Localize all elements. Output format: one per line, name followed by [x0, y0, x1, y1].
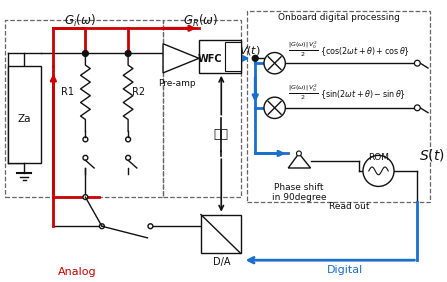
Circle shape	[125, 50, 131, 56]
Polygon shape	[288, 153, 311, 168]
Text: $\frac{|G(\omega)|\,V_0^2}{2}$: $\frac{|G(\omega)|\,V_0^2}{2}$	[288, 83, 318, 102]
Bar	[5, 21, 163, 197]
Circle shape	[253, 56, 258, 61]
Circle shape	[264, 97, 285, 118]
Text: A/D: A/D	[225, 54, 241, 63]
Text: $\{\sin(2\omega t+\theta)-\sin\theta\}$: $\{\sin(2\omega t+\theta)-\sin\theta\}$	[320, 89, 406, 101]
Text: R1: R1	[61, 87, 74, 97]
Text: $S(t)$: $S(t)$	[419, 147, 445, 163]
Circle shape	[296, 151, 301, 156]
Bar	[201, 215, 240, 254]
Circle shape	[414, 60, 420, 66]
Text: Analog: Analog	[58, 267, 97, 277]
Text: WFC: WFC	[197, 54, 222, 65]
Text: Read out: Read out	[329, 202, 370, 211]
Bar	[248, 11, 430, 202]
Bar	[199, 40, 240, 73]
Text: $G_i(\omega)$: $G_i(\omega)$	[63, 13, 96, 29]
Circle shape	[363, 155, 394, 186]
Text: Onboard digital processing: Onboard digital processing	[278, 13, 400, 22]
Text: Za: Za	[17, 114, 31, 124]
Circle shape	[148, 224, 153, 229]
Bar	[225, 42, 240, 71]
Text: Phase shift
in 90degree: Phase shift in 90degree	[272, 182, 326, 202]
Circle shape	[100, 224, 104, 229]
Bar	[163, 21, 240, 197]
Text: 同期: 同期	[214, 127, 229, 140]
Text: D/A: D/A	[212, 257, 230, 267]
Text: Digital: Digital	[326, 265, 363, 275]
Text: Pre-amp: Pre-amp	[158, 79, 195, 88]
Circle shape	[264, 52, 285, 74]
Circle shape	[83, 195, 88, 200]
Polygon shape	[163, 44, 199, 73]
Text: $G_R(\omega)$: $G_R(\omega)$	[183, 13, 219, 29]
Bar	[8, 66, 41, 163]
Circle shape	[83, 50, 89, 56]
Text: R2: R2	[132, 87, 145, 97]
Text: $\{\cos(2\omega t+\theta)+\cos\theta\}$: $\{\cos(2\omega t+\theta)+\cos\theta\}$	[320, 46, 410, 58]
Text: ROM: ROM	[368, 153, 389, 162]
Circle shape	[414, 105, 420, 111]
Text: $\frac{|G(\omega)|\,V_0^2}{2}$: $\frac{|G(\omega)|\,V_0^2}{2}$	[288, 40, 318, 59]
Text: $V(t)$: $V(t)$	[239, 44, 260, 57]
